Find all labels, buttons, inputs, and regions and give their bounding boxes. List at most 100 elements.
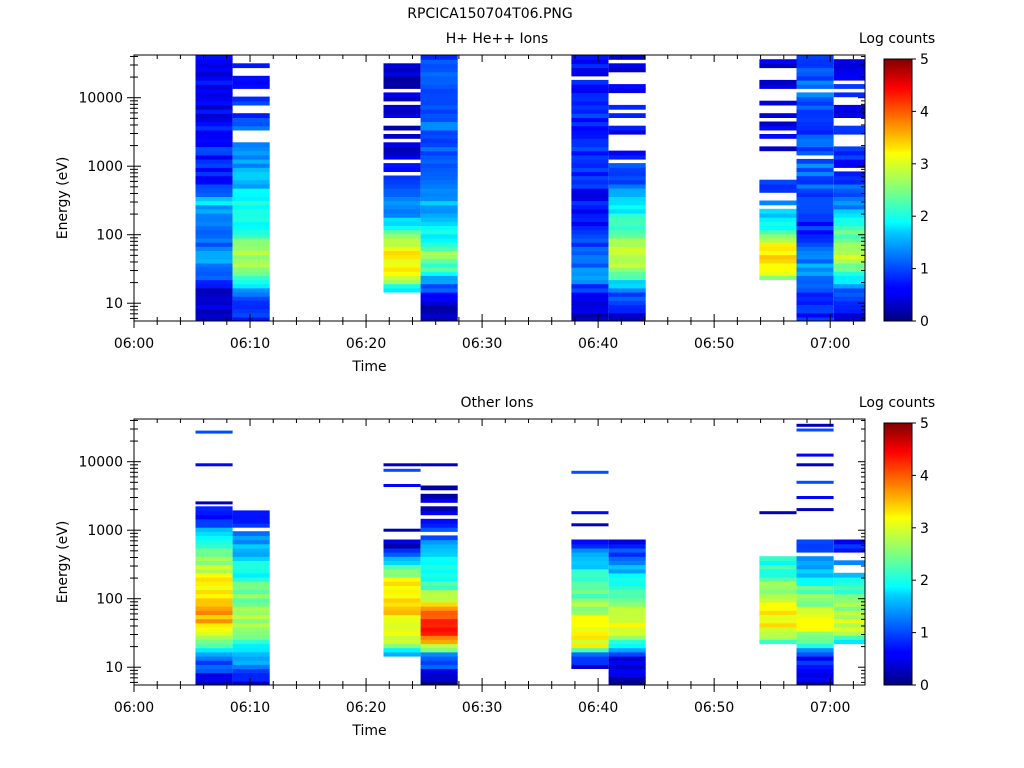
spectrogram-cell — [796, 104, 834, 110]
spectrogram-cell — [571, 200, 609, 206]
spectrogram-cell — [420, 610, 458, 615]
spectrogram-cell — [796, 217, 834, 222]
spectrogram-cell — [232, 614, 270, 620]
spectrogram-cell — [796, 175, 834, 181]
spectrogram-cell — [608, 296, 646, 301]
spectrogram-cell — [833, 618, 865, 624]
spectrogram-cell — [195, 109, 233, 114]
spectrogram-cell — [232, 547, 270, 553]
spectrogram-cell — [759, 589, 797, 595]
spectrogram-cell — [420, 510, 458, 516]
spectrogram-cell — [571, 192, 609, 197]
spectrogram-cell — [796, 129, 834, 135]
spectrogram-cell — [232, 188, 270, 193]
spectrogram-cell — [232, 639, 270, 645]
spectrogram-cell — [571, 275, 609, 281]
spectrogram-cell — [232, 84, 270, 89]
spectrogram-cell — [420, 522, 458, 528]
spectrogram-cell — [796, 300, 834, 305]
spectrogram-cell — [796, 96, 834, 102]
spectrogram-cell — [195, 258, 233, 264]
spectrogram-cell — [383, 225, 421, 231]
spectrogram-cell — [796, 655, 834, 661]
spectrogram-cell — [833, 175, 865, 181]
spectrogram-cell — [608, 55, 646, 60]
spectrogram-cell — [571, 254, 609, 260]
spectrogram-cell — [833, 129, 865, 135]
spectrogram-cell — [232, 179, 270, 185]
y-axis-label: Energy (eV) — [55, 157, 71, 240]
x-axis-label: Time — [351, 723, 386, 739]
spectrogram-cell — [420, 150, 458, 156]
spectrogram-cell — [195, 138, 233, 143]
spectrogram-cell — [571, 568, 609, 574]
spectrogram-cell — [195, 581, 233, 586]
spectrogram-cell — [383, 556, 421, 561]
spectrogram-cell — [420, 225, 458, 231]
spectrogram-cell — [796, 142, 834, 148]
spectrogram-cell — [759, 271, 797, 276]
spectrogram-cell — [420, 200, 458, 206]
spectrogram-cell — [571, 300, 609, 305]
spectrogram-cell — [383, 267, 421, 272]
spectrogram-cell — [383, 254, 421, 260]
spectrogram-cell — [571, 647, 609, 653]
spectrogram-cell — [383, 200, 421, 206]
spectrogram-cell — [571, 246, 609, 251]
spectrogram-cell — [383, 606, 421, 611]
spectrogram-cell — [383, 179, 421, 185]
spectrogram-cell — [608, 639, 646, 645]
spectrogram-cell — [759, 275, 797, 281]
spectrogram-cell — [195, 88, 233, 94]
spectrogram-cell — [608, 647, 646, 653]
spectrogram-cell — [383, 643, 421, 649]
spectrogram-cell — [232, 125, 270, 131]
spectrogram-cell — [232, 167, 270, 172]
spectrogram-cell — [420, 564, 458, 570]
spectrogram-cell — [608, 154, 646, 160]
spectrogram-cell — [759, 229, 797, 235]
spectrogram-cell — [232, 150, 270, 156]
spectrogram-cell — [571, 63, 609, 69]
spectrogram-cell — [833, 225, 865, 231]
spectrogram-cell — [383, 142, 421, 148]
spectrogram-cell — [571, 543, 609, 549]
spectrogram-cell — [796, 100, 834, 106]
spectrogram-cell — [420, 279, 458, 285]
spectrogram-cell — [571, 597, 609, 603]
spectrogram-cell — [796, 316, 834, 321]
spectrogram-cell — [383, 183, 421, 189]
spectrogram-cell — [420, 55, 458, 60]
spectrogram-cell — [232, 552, 270, 557]
spectrogram-cell — [833, 304, 865, 310]
spectrogram-cell — [383, 79, 421, 85]
spectrogram-cell — [833, 146, 865, 152]
spectrogram-cell — [796, 312, 834, 318]
spectrogram-cell — [571, 664, 609, 669]
spectrogram-cell — [759, 121, 797, 127]
spectrogram-cell — [571, 146, 609, 152]
spectrogram-cell — [796, 179, 834, 185]
spectrogram-cell — [608, 200, 646, 206]
spectrogram-cell — [833, 254, 865, 260]
spectrogram-cell — [796, 428, 834, 432]
spectrogram-cell — [420, 300, 458, 305]
colorbar-tick-label: 5 — [920, 416, 929, 432]
colorbar — [883, 422, 913, 686]
spectrogram-cell — [420, 154, 458, 160]
spectrogram-cell — [232, 117, 270, 123]
spectrogram-cell — [833, 179, 865, 185]
spectrogram-cell — [571, 283, 609, 289]
spectrogram-cell — [571, 552, 609, 557]
spectrogram-cell — [195, 63, 233, 69]
spectrogram-cell — [608, 275, 646, 281]
spectrogram-cell — [232, 668, 270, 674]
spectrogram-cell — [796, 158, 834, 164]
x-tick-label: 06:20 — [346, 336, 386, 352]
spectrogram-cell — [383, 543, 421, 549]
spectrogram-cell — [383, 614, 421, 620]
spectrogram-cell — [195, 539, 233, 545]
spectrogram-cell — [796, 496, 834, 499]
spectrogram-cell — [232, 271, 270, 276]
